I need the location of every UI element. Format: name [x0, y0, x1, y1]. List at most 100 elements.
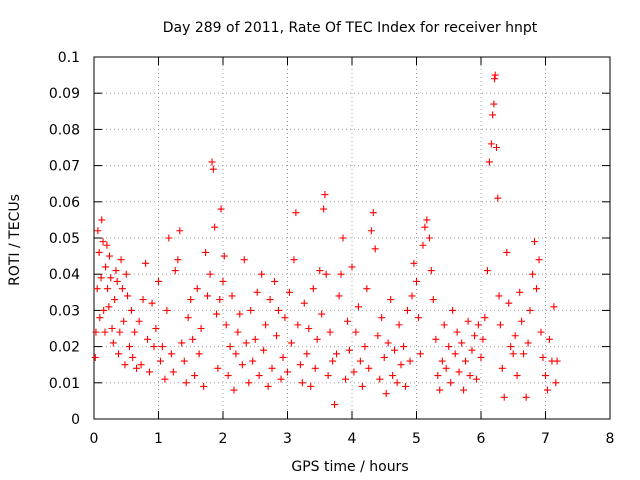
data-point — [242, 339, 250, 347]
data-point — [139, 296, 147, 304]
data-point — [333, 350, 341, 358]
data-point — [178, 339, 186, 347]
data-point — [97, 274, 105, 282]
data-point — [264, 382, 272, 390]
data-point — [518, 317, 526, 325]
data-point — [95, 248, 103, 256]
data-point — [485, 158, 493, 166]
data-point — [413, 277, 420, 285]
y-tick-label: 0.05 — [49, 231, 80, 247]
data-point — [191, 372, 199, 380]
data-point — [326, 328, 334, 336]
y-tick-label: 0.06 — [49, 195, 80, 211]
data-point — [108, 325, 116, 332]
data-point — [165, 234, 173, 242]
data-point — [174, 256, 182, 264]
data-point — [491, 75, 499, 83]
data-point — [354, 303, 362, 311]
y-tick-label: 0.01 — [49, 376, 80, 392]
data-point — [277, 375, 285, 383]
data-point — [352, 328, 360, 336]
data-point — [367, 227, 375, 235]
data-point — [238, 361, 246, 369]
data-point — [492, 144, 500, 151]
data-point — [117, 256, 125, 264]
data-point — [455, 368, 463, 376]
data-point — [232, 350, 240, 358]
data-point — [124, 292, 132, 300]
data-point — [98, 216, 106, 224]
data-point — [266, 296, 274, 304]
data-points — [91, 71, 561, 409]
data-point — [135, 317, 143, 325]
data-point — [331, 401, 339, 409]
data-point — [421, 223, 429, 231]
data-point — [468, 346, 476, 354]
data-point — [429, 296, 437, 304]
data-point — [273, 332, 281, 340]
data-point — [245, 379, 253, 387]
data-point — [303, 350, 311, 358]
data-point — [408, 292, 416, 300]
data-point — [113, 277, 121, 285]
data-point — [156, 357, 164, 365]
data-point — [118, 285, 126, 293]
data-point — [274, 306, 282, 314]
data-point — [474, 321, 482, 329]
data-point — [94, 227, 102, 235]
data-point — [197, 325, 205, 332]
data-point — [337, 270, 345, 278]
y-tick-label: 0.08 — [49, 122, 80, 138]
data-point — [167, 350, 175, 358]
data-point — [150, 343, 158, 351]
data-point — [487, 140, 495, 148]
data-point — [213, 310, 221, 318]
data-point — [101, 328, 109, 336]
data-point — [460, 386, 468, 394]
data-point — [115, 350, 123, 358]
data-point — [296, 361, 304, 369]
data-point — [342, 375, 350, 383]
data-point — [416, 350, 424, 358]
data-point — [290, 256, 298, 264]
data-point — [335, 292, 343, 300]
data-point — [230, 386, 238, 394]
x-tick-label: 3 — [283, 431, 292, 447]
data-point — [208, 158, 216, 166]
data-point — [300, 299, 308, 307]
data-point — [542, 372, 549, 380]
data-point — [462, 357, 470, 365]
data-point — [253, 288, 261, 296]
data-point — [423, 216, 431, 224]
data-point — [410, 259, 418, 267]
data-point — [400, 343, 408, 351]
y-axis-label: ROTI / TECUs — [7, 194, 23, 286]
data-point — [371, 245, 379, 253]
data-point — [180, 357, 188, 365]
data-point — [249, 357, 257, 365]
chart-title: Day 289 of 2011, Rate Of TEC Index for r… — [163, 20, 538, 36]
data-point — [445, 343, 453, 351]
y-tick-label: 0.03 — [49, 303, 80, 319]
x-axis-label: GPS time / hours — [291, 459, 408, 475]
x-tick-label: 7 — [541, 431, 550, 447]
x-tick-label: 1 — [154, 431, 163, 447]
data-point — [438, 357, 446, 365]
data-point — [171, 267, 179, 275]
y-tick-label: 0 — [71, 412, 80, 428]
data-point — [107, 274, 115, 282]
data-point — [158, 343, 166, 351]
data-point — [471, 332, 479, 340]
x-tick-label: 8 — [606, 431, 615, 447]
data-point — [481, 314, 489, 322]
data-point — [112, 267, 120, 275]
x-tick-label: 2 — [219, 431, 228, 447]
data-point — [539, 353, 547, 361]
data-point — [195, 350, 203, 358]
data-point — [161, 375, 169, 383]
data-point — [434, 372, 442, 380]
data-point — [226, 343, 234, 351]
data-point — [503, 248, 511, 256]
x-tick-label: 6 — [477, 431, 486, 447]
